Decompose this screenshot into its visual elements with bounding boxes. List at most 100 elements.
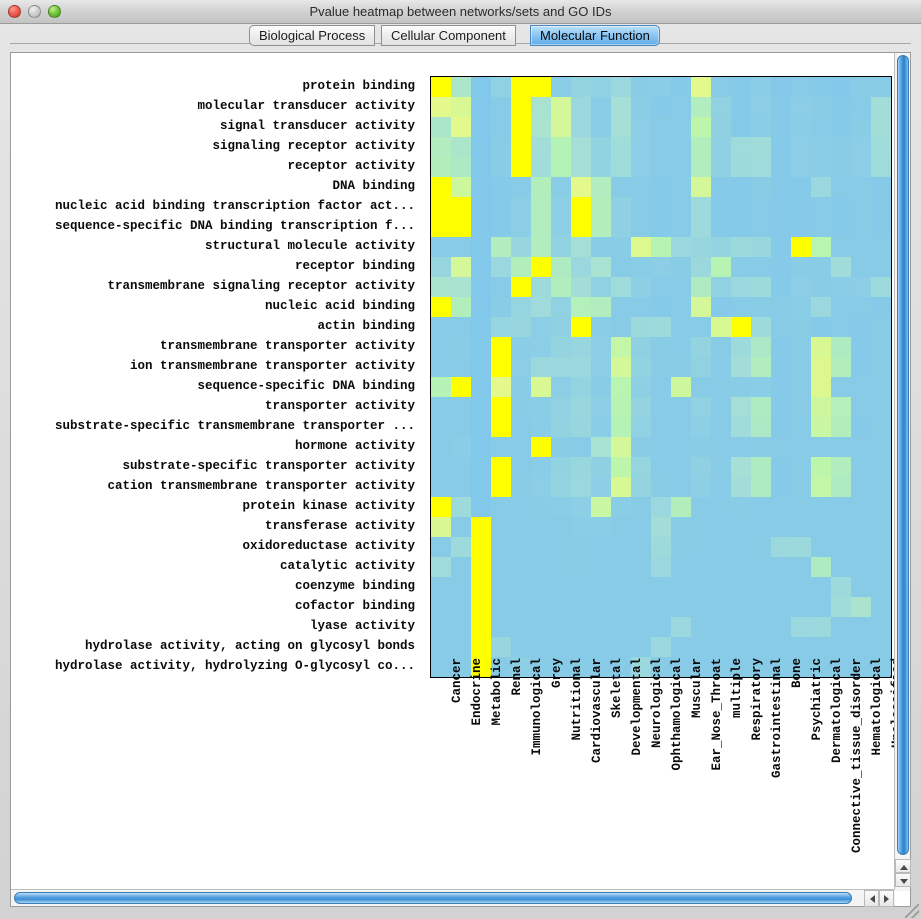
- heatmap-cell[interactable]: [771, 257, 791, 277]
- heatmap-cell[interactable]: [831, 437, 851, 457]
- heatmap-cell[interactable]: [871, 97, 891, 117]
- heatmap-cell[interactable]: [851, 177, 871, 197]
- heatmap-cell[interactable]: [791, 417, 811, 437]
- heatmap-cell[interactable]: [511, 257, 531, 277]
- heatmap-cell[interactable]: [471, 117, 491, 137]
- heatmap-cell[interactable]: [631, 297, 651, 317]
- heatmap-cell[interactable]: [831, 397, 851, 417]
- heatmap-cell[interactable]: [571, 97, 591, 117]
- heatmap-cell[interactable]: [611, 397, 631, 417]
- heatmap-cell[interactable]: [551, 557, 571, 577]
- heatmap-cell[interactable]: [851, 557, 871, 577]
- vertical-scrollbar-thumb[interactable]: [897, 55, 909, 855]
- heatmap-cell[interactable]: [631, 537, 651, 557]
- heatmap-cell[interactable]: [691, 277, 711, 297]
- heatmap-cell[interactable]: [491, 337, 511, 357]
- heatmap-cell[interactable]: [591, 477, 611, 497]
- heatmap-cell[interactable]: [851, 97, 871, 117]
- heatmap-cell[interactable]: [831, 237, 851, 257]
- heatmap-cell[interactable]: [771, 337, 791, 357]
- heatmap-cell[interactable]: [691, 457, 711, 477]
- heatmap-cell[interactable]: [671, 317, 691, 337]
- heatmap-cell[interactable]: [431, 517, 451, 537]
- heatmap-cell[interactable]: [631, 637, 651, 657]
- heatmap-cell[interactable]: [511, 497, 531, 517]
- heatmap-cell[interactable]: [571, 617, 591, 637]
- heatmap-cell[interactable]: [691, 537, 711, 557]
- heatmap-cell[interactable]: [551, 77, 571, 97]
- heatmap-cell[interactable]: [831, 197, 851, 217]
- heatmap-cell[interactable]: [651, 237, 671, 257]
- heatmap-cell[interactable]: [611, 217, 631, 237]
- heatmap-cell[interactable]: [491, 557, 511, 577]
- heatmap-cell[interactable]: [711, 637, 731, 657]
- heatmap-cell[interactable]: [651, 377, 671, 397]
- heatmap-cell[interactable]: [571, 157, 591, 177]
- heatmap-cell[interactable]: [691, 517, 711, 537]
- heatmap-cell[interactable]: [571, 477, 591, 497]
- heatmap-cell[interactable]: [591, 117, 611, 137]
- heatmap-cell[interactable]: [591, 417, 611, 437]
- heatmap-cell[interactable]: [451, 577, 471, 597]
- heatmap-cell[interactable]: [731, 237, 751, 257]
- heatmap-cell[interactable]: [731, 577, 751, 597]
- heatmap-cell[interactable]: [811, 277, 831, 297]
- heatmap-cell[interactable]: [731, 477, 751, 497]
- heatmap-cell[interactable]: [771, 197, 791, 217]
- heatmap-cell[interactable]: [431, 257, 451, 277]
- heatmap-cell[interactable]: [611, 497, 631, 517]
- heatmap-cell[interactable]: [611, 137, 631, 157]
- heatmap-cell[interactable]: [631, 177, 651, 197]
- heatmap-cell[interactable]: [631, 217, 651, 237]
- heatmap-cell[interactable]: [431, 197, 451, 217]
- heatmap-cell[interactable]: [651, 637, 671, 657]
- heatmap-cell[interactable]: [871, 197, 891, 217]
- heatmap-cell[interactable]: [771, 217, 791, 237]
- heatmap-cell[interactable]: [791, 97, 811, 117]
- heatmap-cell[interactable]: [731, 657, 751, 677]
- heatmap-cell[interactable]: [471, 537, 491, 557]
- heatmap-cell[interactable]: [711, 417, 731, 437]
- heatmap-cell[interactable]: [431, 97, 451, 117]
- heatmap-cell[interactable]: [571, 137, 591, 157]
- close-window-button[interactable]: [8, 5, 21, 18]
- heatmap-cell[interactable]: [691, 97, 711, 117]
- heatmap-cell[interactable]: [431, 317, 451, 337]
- heatmap-cell[interactable]: [531, 417, 551, 437]
- heatmap-cell[interactable]: [651, 457, 671, 477]
- heatmap-cell[interactable]: [791, 77, 811, 97]
- heatmap-cell[interactable]: [451, 197, 471, 217]
- heatmap-cell[interactable]: [551, 157, 571, 177]
- heatmap-cell[interactable]: [511, 97, 531, 117]
- heatmap-cell[interactable]: [431, 297, 451, 317]
- heatmap-cell[interactable]: [791, 537, 811, 557]
- heatmap-cell[interactable]: [571, 197, 591, 217]
- heatmap-cell[interactable]: [691, 317, 711, 337]
- heatmap-cell[interactable]: [871, 637, 891, 657]
- heatmap-cell[interactable]: [791, 317, 811, 337]
- heatmap-cell[interactable]: [731, 517, 751, 537]
- heatmap-cell[interactable]: [871, 617, 891, 637]
- heatmap-cell[interactable]: [671, 137, 691, 157]
- heatmap-cell[interactable]: [591, 177, 611, 197]
- scroll-right-button[interactable]: [879, 890, 894, 907]
- heatmap-cell[interactable]: [751, 257, 771, 277]
- heatmap-cell[interactable]: [751, 117, 771, 137]
- heatmap-cell[interactable]: [511, 297, 531, 317]
- heatmap-cell[interactable]: [871, 457, 891, 477]
- heatmap-cell[interactable]: [591, 197, 611, 217]
- heatmap-cell[interactable]: [791, 117, 811, 137]
- heatmap-cell[interactable]: [791, 577, 811, 597]
- heatmap-cell[interactable]: [671, 397, 691, 417]
- heatmap-cell[interactable]: [611, 357, 631, 377]
- heatmap-cell[interactable]: [731, 277, 751, 297]
- heatmap-cell[interactable]: [591, 337, 611, 357]
- heatmap-cell[interactable]: [851, 137, 871, 157]
- heatmap-cell[interactable]: [771, 637, 791, 657]
- heatmap-cell[interactable]: [871, 557, 891, 577]
- heatmap-cell[interactable]: [711, 437, 731, 457]
- heatmap-cell[interactable]: [811, 337, 831, 357]
- heatmap-cell[interactable]: [631, 197, 651, 217]
- heatmap-cell[interactable]: [731, 337, 751, 357]
- heatmap-cell[interactable]: [711, 537, 731, 557]
